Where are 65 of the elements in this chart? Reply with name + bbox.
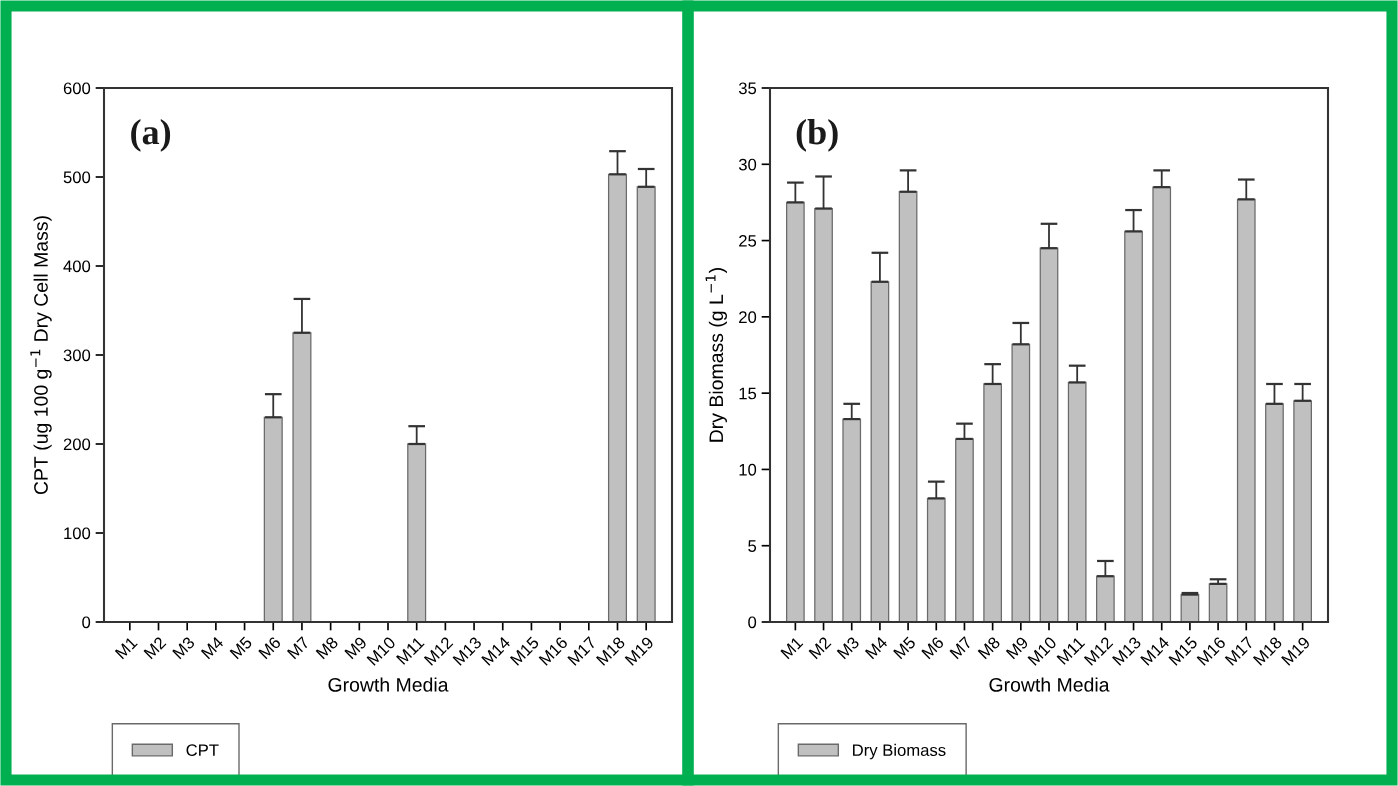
x-axis-title: Growth Media [989,677,1110,692]
y-tick-label: 25 [739,234,757,247]
bar [1293,400,1312,622]
bar [1039,247,1059,622]
bar [1067,381,1087,622]
x-tick-label: M8 [315,636,339,660]
y-tick-label: 500 [63,171,91,184]
y-tick-label: 5 [748,540,757,552]
y-tick-label: 100 [64,527,91,540]
bar [814,207,833,622]
y-tick-label: 35 [738,82,757,95]
bar [983,383,1002,622]
x-tick-label: M11 [396,636,425,665]
x-tick-label: M7 [286,636,310,660]
bar [955,438,974,622]
bar [1011,343,1031,622]
x-tick-label: M2 [143,636,167,660]
bar [786,201,805,622]
x-axis-title: Growth Media [328,677,449,692]
bar [1180,593,1200,622]
y-tick-label: 300 [63,349,91,362]
y-tick-label: 600 [63,82,91,95]
annotation: (a) [131,119,171,152]
bar [1265,403,1284,622]
bar [636,186,656,622]
bar [842,418,862,622]
bar [263,416,283,622]
bar [926,497,946,622]
y-tick-label: 10 [739,463,757,476]
y-tick-label: 200 [63,438,91,451]
x-tick-label: M3 [172,636,196,660]
bar [898,191,918,622]
bar [870,281,890,622]
annotation: (b) [796,119,838,152]
x-tick-label: M2 [808,636,832,660]
y-tick-label: 0 [748,616,757,629]
legend-label: CPT [186,744,219,757]
bar [1096,575,1115,622]
x-tick-label: M8 [977,636,1001,660]
bar [1208,583,1228,622]
x-tick-label: M5 [229,636,253,660]
x-tick-label: M3 [836,636,860,660]
bar [1236,198,1256,622]
bar [607,173,628,622]
y-tick-label: 400 [63,260,91,273]
x-tick-label: M6 [258,636,282,660]
legend-label: Dry Biomass [853,743,946,760]
x-tick-label: M5 [893,636,917,660]
y-tick-label: 0 [82,616,91,629]
y-tick-label: 30 [738,158,757,171]
bar [1152,186,1172,622]
x-tick-label: M6 [921,636,945,660]
x-tick-label: M11 [1056,636,1086,665]
x-tick-label: M4 [200,635,225,660]
x-tick-label: M1 [780,636,804,660]
x-tick-label: M7 [949,636,973,660]
x-tick-label: M1 [114,636,138,660]
y-tick-label: 20 [739,311,757,324]
bar [1124,230,1143,622]
y-axis-title: Dry Biomass (g L$^{−1}$) [705,268,727,442]
y-axis-title: CPT (ug 100 g$^{−1}$ Dry Cell Mass) [30,216,52,495]
x-tick-label: M4 [864,635,889,660]
bar [292,332,312,622]
y-tick-label: 15 [739,387,757,400]
bar [407,443,427,622]
